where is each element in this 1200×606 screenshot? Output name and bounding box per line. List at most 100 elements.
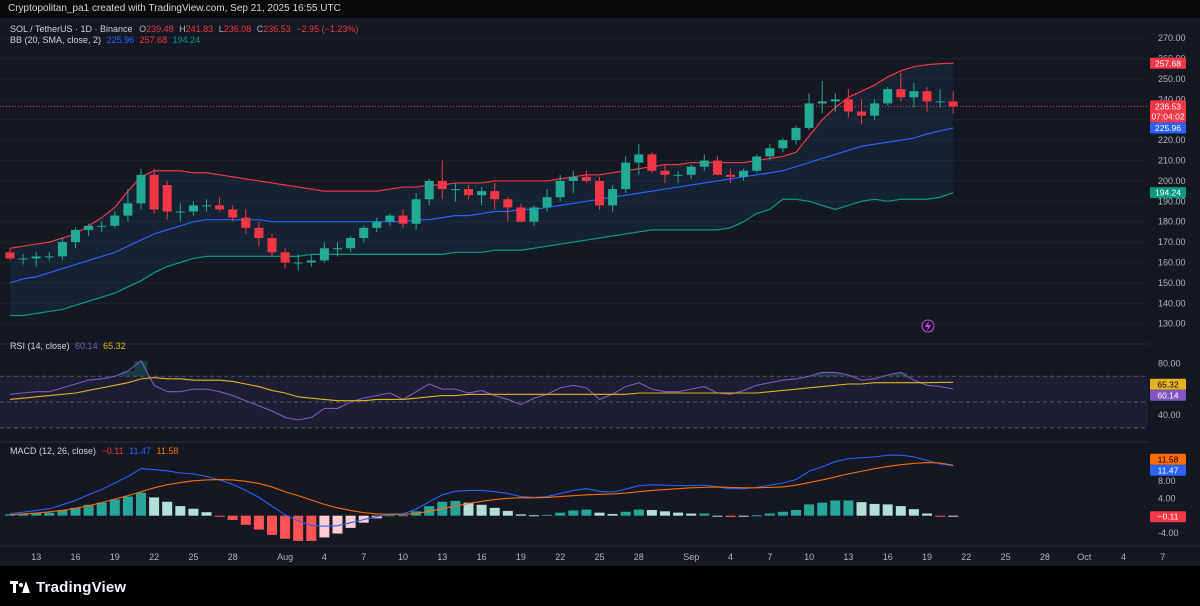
candle-body[interactable] [333,248,342,250]
macd-histogram-bar[interactable] [935,515,946,517]
time-tick-label[interactable]: 19 [110,552,120,562]
candle-body[interactable] [44,256,54,258]
macd-histogram-bar[interactable] [384,515,395,517]
macd-histogram-bar[interactable] [109,499,120,516]
symbol-legend[interactable]: SOL / TetherUS · 1D · Binance O239.48 H2… [10,24,358,34]
candle-body[interactable] [319,248,329,261]
macd-histogram-bar[interactable] [895,506,906,516]
candle-body[interactable] [162,185,172,212]
candle-body[interactable] [437,180,447,190]
macd-histogram-bar[interactable] [738,515,749,517]
macd-histogram-bar[interactable] [542,514,553,516]
macd-pane[interactable] [5,454,959,541]
macd-histogram-bar[interactable] [869,503,880,516]
candle-body[interactable] [804,103,814,128]
price-tick-label[interactable]: 270.00 [1158,33,1186,43]
price-tick-label[interactable]: 180.00 [1158,217,1186,227]
time-tick-label[interactable]: 10 [398,552,408,562]
tradingview-logo[interactable]: TradingView [10,579,126,596]
macd-histogram-bar[interactable] [633,509,644,516]
candle-body[interactable] [516,207,526,222]
time-tick-label[interactable]: 13 [437,552,447,562]
macd-histogram-bar[interactable] [673,512,684,516]
macd-histogram-bar[interactable] [332,515,343,534]
macd-histogram-bar[interactable] [44,512,55,516]
macd-histogram-bar[interactable] [712,515,723,517]
macd-histogram-bar[interactable] [777,511,788,516]
candle-body[interactable] [136,174,146,204]
time-tick-label[interactable]: 19 [516,552,526,562]
macd-histogram-bar[interactable] [345,515,356,528]
candle-body[interactable] [424,180,434,200]
price-tick-label[interactable]: 250.00 [1158,74,1186,84]
price-pane[interactable] [0,62,1148,317]
candle-body[interactable] [686,166,696,175]
macd-histogram-bar[interactable] [280,515,291,539]
time-tick-label[interactable]: 7 [1160,552,1165,562]
macd-histogram-bar[interactable] [136,492,146,516]
candle-body[interactable] [490,191,500,200]
time-tick-label[interactable]: 10 [804,552,814,562]
time-tick-label[interactable]: 19 [922,552,932,562]
macd-histogram-bar[interactable] [620,511,631,516]
time-tick-label[interactable]: 28 [228,552,238,562]
price-tick-label[interactable]: 150.00 [1158,278,1186,288]
chart-area[interactable]: 130.00 140.00 150.00 160.00 170.00 180.00 190.… [0,18,1200,566]
candle-body[interactable] [739,170,749,177]
candle-body[interactable] [647,154,657,171]
macd-histogram-bar[interactable] [607,513,618,516]
candle-body[interactable] [673,174,683,176]
macd-histogram-bar[interactable] [122,496,133,516]
candle-body[interactable] [765,148,775,157]
candle-body[interactable] [817,101,827,104]
macd-histogram-bar[interactable] [463,502,474,516]
candle-body[interactable] [57,242,67,257]
macd-histogram-bar[interactable] [306,515,317,541]
macd-histogram-bar[interactable] [555,512,566,516]
price-tick-label[interactable]: 160.00 [1158,258,1186,268]
rsi-pane[interactable] [0,360,1148,429]
candle-body[interactable] [71,229,80,243]
macd-histogram-bar[interactable] [83,504,94,516]
macd-histogram-bar[interactable] [96,502,107,516]
candle-body[interactable] [870,103,880,116]
macd-histogram-bar[interactable] [725,515,736,517]
time-tick-label[interactable]: 22 [961,552,971,562]
macd-histogram-bar[interactable] [502,510,513,516]
macd-histogram-bar[interactable] [830,500,841,516]
candle-body[interactable] [883,89,893,104]
macd-histogram-bar[interactable] [568,510,579,516]
macd-histogram-bar[interactable] [922,513,932,516]
candle-body[interactable] [398,215,408,224]
time-tick-label[interactable]: 22 [149,552,159,562]
candle-body[interactable] [909,91,919,98]
time-tick-label[interactable]: 16 [70,552,80,562]
candle-body[interactable] [752,156,762,171]
candle-body[interactable] [280,252,290,263]
candle-body[interactable] [372,221,382,228]
time-tick-label[interactable]: Aug [277,552,293,562]
macd-tick-label[interactable]: -4.00 [1158,528,1179,538]
candle-body[interactable] [555,180,565,198]
macd-tick-label[interactable]: 8.00 [1158,476,1176,486]
candle-body[interactable] [84,225,94,230]
macd-histogram-bar[interactable] [253,515,264,530]
macd-histogram-bar[interactable] [5,514,15,516]
candle-body[interactable] [464,189,473,196]
rsi-legend[interactable]: RSI (14, close) 60.14 65.32 [10,341,126,351]
time-tick-label[interactable]: 16 [883,552,893,562]
macd-histogram-bar[interactable] [162,501,173,516]
candle-body[interactable] [97,225,107,227]
candle-body[interactable] [608,189,618,206]
macd-histogram-bar[interactable] [660,511,670,516]
price-tick-label[interactable]: 190.00 [1158,196,1186,206]
axes[interactable]: 130.00 140.00 150.00 160.00 170.00 180.00 190.… [31,33,1185,562]
time-tick-label[interactable]: 4 [1121,552,1126,562]
candle-body[interactable] [228,209,238,218]
macd-histogram-bar[interactable] [149,497,160,516]
price-tick-label[interactable]: 170.00 [1158,237,1186,247]
candle-body[interactable] [712,160,722,175]
macd-histogram-bar[interactable] [817,502,828,516]
candle-body[interactable] [778,140,788,149]
candle-body[interactable] [215,205,225,210]
